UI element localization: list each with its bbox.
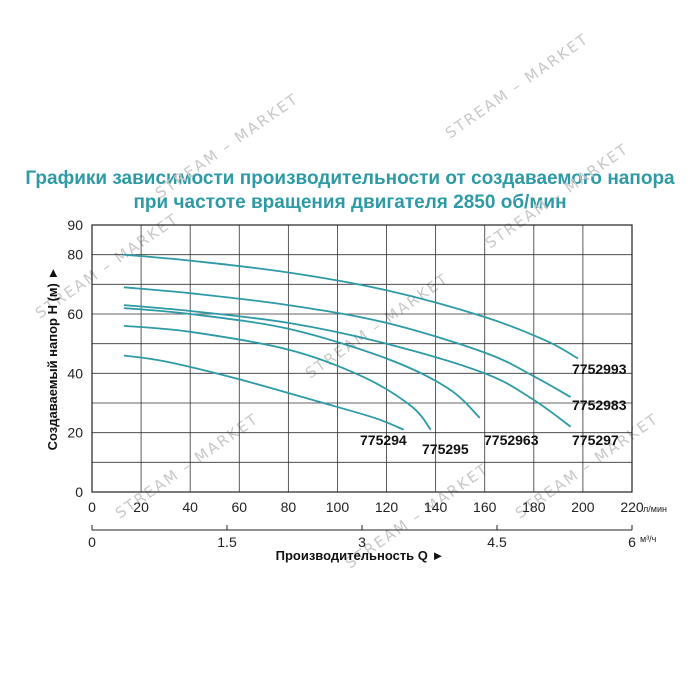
secondary-tick-label: 6 [628, 534, 636, 550]
x-unit-label: л/мин [643, 504, 667, 514]
x-tick-label: 160 [473, 499, 497, 515]
plot-frame [91, 224, 633, 493]
y-tick-label: 60 [67, 306, 83, 322]
series-label-775294: 775294 [360, 432, 407, 448]
secondary-tick-label: 0 [88, 534, 96, 550]
series-line-7752963 [123, 307, 481, 419]
secondary-tick-label: 1.5 [217, 534, 237, 550]
y-tick-label: 80 [67, 247, 83, 263]
secondary-tick-label: 4.5 [487, 534, 507, 550]
x-tick-label: 220 [620, 499, 644, 515]
x-tick-label: 140 [424, 499, 448, 515]
x-tick-label: 60 [231, 499, 247, 515]
y-tick-label: 20 [67, 425, 83, 441]
series-label-7752963: 7752963 [484, 432, 539, 448]
series-label-775295: 775295 [422, 441, 469, 457]
chart-title: Графики зависимости производительности о… [25, 168, 675, 189]
x-tick-label: 20 [133, 499, 149, 515]
series-line-7752983 [123, 286, 572, 398]
x-tick-label: 100 [326, 499, 350, 515]
y-axis-label: Создаваемый напор Н (м) ► [45, 267, 60, 451]
y-tick-label: 0 [75, 484, 83, 500]
x-tick-label: 80 [281, 499, 297, 515]
watermark-text: STREAM – MARKET [302, 270, 452, 383]
series-label-7752983: 7752983 [572, 397, 627, 413]
watermark-text: STREAM – MARKET [482, 140, 632, 253]
series-line-7752993 [123, 253, 579, 360]
grid [91, 224, 633, 493]
curves: 7752993 7752983 775297 7752963 775295 775294 [123, 253, 627, 457]
x-tick-label: 200 [571, 499, 595, 515]
x-axis-label: Производительность Q ► [276, 548, 445, 563]
secondary-unit-label: м³/ч [640, 534, 657, 544]
secondary-tick-label: 3 [358, 534, 366, 550]
x-tick-label: 40 [182, 499, 198, 515]
watermark-text: STREAM – MARKET [152, 90, 302, 203]
series-label-7752993: 7752993 [572, 361, 627, 377]
y-tick-label: 90 [67, 217, 83, 233]
series-line-775295 [123, 325, 432, 431]
series-line-775297 [123, 304, 572, 428]
x-tick-label: 0 [88, 499, 96, 515]
chart-subtitle: при частоте вращения двигателя 2850 об/м… [133, 192, 567, 213]
series-line-775294 [123, 354, 405, 431]
series-label-775297: 775297 [572, 432, 619, 448]
x-tick-label: 120 [375, 499, 399, 515]
watermark-text: STREAM – MARKET [442, 30, 592, 143]
y-tick-label: 40 [67, 365, 83, 381]
x-tick-label: 180 [522, 499, 546, 515]
